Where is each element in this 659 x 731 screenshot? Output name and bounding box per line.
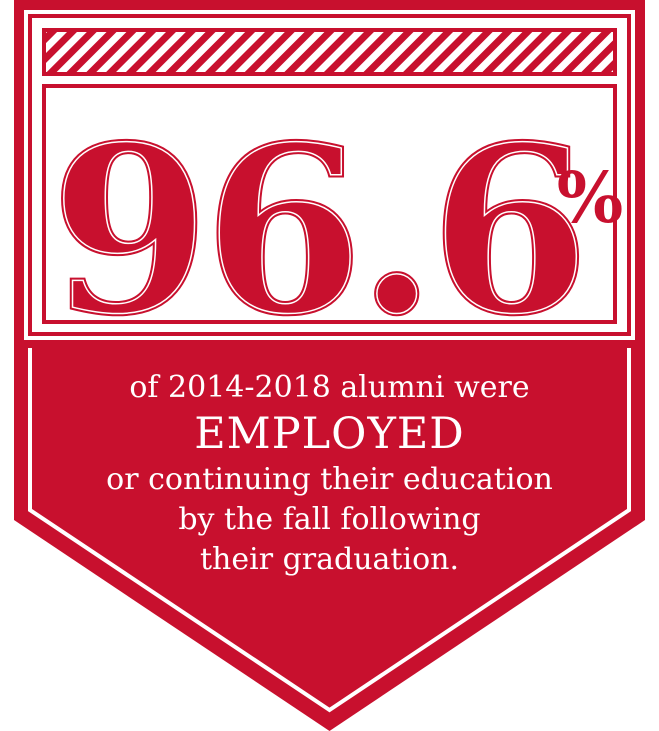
stat-number: 96.6 (49, 94, 582, 367)
caption-emphasis: EMPLOYED (194, 409, 465, 459)
stat-number-outline: 96.6 (49, 94, 582, 367)
caption-line-3: by the fall following (178, 502, 481, 537)
caption-line-4: their graduation. (199, 542, 459, 577)
caption: of 2014-2018 alumni were EMPLOYED or con… (20, 368, 639, 580)
stat-percent: % (557, 156, 624, 239)
caption-line-2: or continuing their education (106, 462, 553, 497)
caption-line-1: of 2014-2018 alumni were (129, 370, 530, 405)
stat-number-inline: 96.6 (49, 94, 582, 367)
diagonal-stripes-icon (42, 28, 617, 76)
shield-inner-outline (28, 348, 631, 713)
